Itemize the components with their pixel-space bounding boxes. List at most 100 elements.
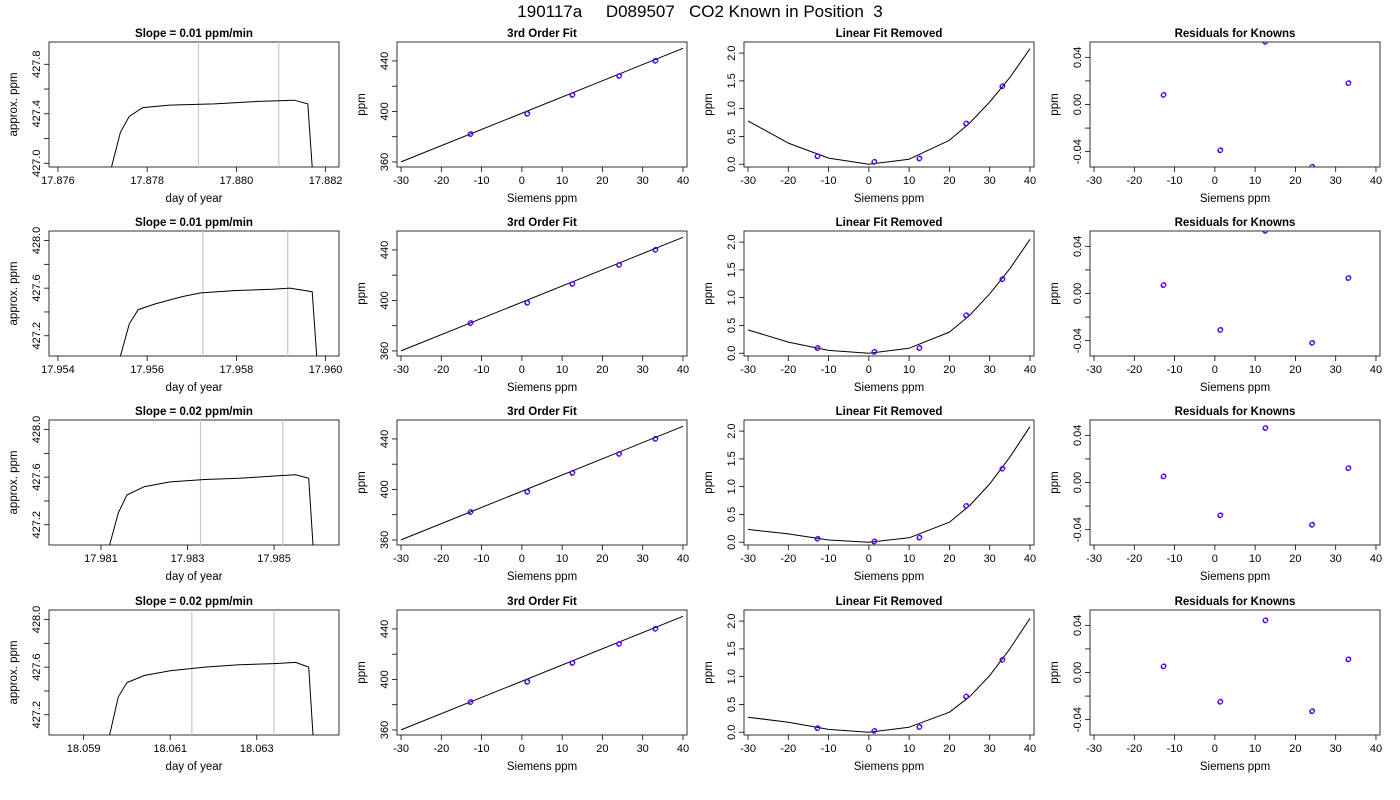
x-tick-label: -20 bbox=[433, 175, 449, 187]
y-axis-label: ppm bbox=[356, 661, 368, 683]
x-tick-label: 10 bbox=[556, 743, 568, 755]
x-tick-label: 17.954 bbox=[41, 364, 75, 376]
x-axis-label: Siemens ppm bbox=[854, 571, 924, 583]
plot-frame bbox=[743, 609, 1035, 736]
data-point bbox=[616, 73, 622, 79]
data-point-overlay bbox=[1263, 42, 1269, 44]
data-point bbox=[652, 626, 658, 632]
x-tick-label: 10 bbox=[903, 175, 915, 187]
x-tick-label: 40 bbox=[1024, 364, 1036, 376]
x-tick-label: 18.061 bbox=[153, 743, 187, 755]
fit-curve bbox=[747, 239, 1031, 354]
x-tick-label: 20 bbox=[943, 175, 955, 187]
chart-panel-16: Residuals for Knowns -30 -20 -10 0 10 20 30 40 Si… bbox=[1049, 596, 1382, 773]
x-tick-label: -20 bbox=[780, 175, 796, 187]
data-point bbox=[1309, 340, 1315, 346]
plot-frame bbox=[743, 230, 1035, 357]
data-point-overlay bbox=[963, 312, 970, 318]
x-tick-label: 30 bbox=[637, 553, 649, 565]
x-tick-label: 0 bbox=[1212, 743, 1218, 755]
plot-area bbox=[1160, 425, 1352, 528]
data-point-overlay bbox=[525, 110, 531, 116]
data-point-overlay bbox=[1309, 339, 1316, 346]
x-tick-label: 20 bbox=[596, 175, 608, 187]
data-point-overlay bbox=[917, 534, 923, 540]
x-tick-label: 0 bbox=[866, 175, 872, 187]
x-tick-label: -10 bbox=[1167, 743, 1183, 755]
y-tick-label: 427.4 bbox=[31, 100, 43, 128]
x-tick-label: -30 bbox=[393, 553, 409, 565]
y-tick-label: 427.8 bbox=[31, 51, 43, 79]
data-point bbox=[616, 262, 622, 268]
x-tick-label: -30 bbox=[1086, 743, 1102, 755]
x-tick-label: 17.985 bbox=[257, 553, 291, 565]
y-tick-label: 0.5 bbox=[726, 697, 738, 712]
data-point-overlay bbox=[1000, 656, 1006, 663]
x-tick-label: -30 bbox=[740, 364, 756, 376]
data-point bbox=[616, 451, 622, 457]
chart-panel-5: Slope = 0.01 ppm/min 17.954 17.956 17.958 17… bbox=[8, 217, 342, 394]
x-tick-label: -20 bbox=[1126, 175, 1142, 187]
y-axis-label: ppm bbox=[1049, 93, 1061, 115]
data-point-overlay bbox=[616, 72, 623, 79]
x-tick-label: 10 bbox=[1249, 743, 1261, 755]
x-tick-label: -20 bbox=[1126, 553, 1142, 565]
y-tick-label: 360 bbox=[379, 342, 391, 360]
plot-frame bbox=[396, 41, 688, 168]
chart-panel-1: Slope = 0.01 ppm/min 17.876 17.878 17.880 17… bbox=[8, 28, 342, 205]
x-tick-label: -30 bbox=[740, 553, 756, 565]
x-tick-label: -30 bbox=[740, 743, 756, 755]
data-point bbox=[1262, 42, 1268, 45]
data-point-overlay bbox=[872, 727, 878, 734]
plot-area bbox=[1160, 231, 1352, 346]
x-axis-label: Siemens ppm bbox=[507, 382, 577, 394]
x-tick-label: -30 bbox=[740, 175, 756, 187]
figure-title: 190117a D089507 CO2 Known in Position 3 bbox=[517, 2, 883, 21]
y-tick-label: 360 bbox=[379, 721, 391, 739]
data-point bbox=[467, 699, 474, 705]
x-tick-label: -10 bbox=[474, 553, 490, 565]
data-point-overlay bbox=[1346, 656, 1352, 662]
panel-title: Linear Fit Removed bbox=[836, 406, 943, 418]
y-tick-label: 1.5 bbox=[726, 641, 738, 656]
y-tick-label: 400 bbox=[379, 480, 391, 498]
data-point bbox=[1309, 522, 1315, 528]
x-tick-label: 17.880 bbox=[220, 175, 254, 187]
data-point bbox=[1345, 80, 1351, 86]
x-tick-label: -30 bbox=[393, 364, 409, 376]
panel-title: 3rd Order Fit bbox=[507, 406, 577, 418]
data-point bbox=[963, 312, 969, 319]
data-point-overlay bbox=[963, 120, 970, 126]
data-point bbox=[569, 92, 575, 98]
x-tick-label: -10 bbox=[1167, 175, 1183, 187]
data-point bbox=[999, 466, 1005, 472]
data-point bbox=[569, 281, 575, 287]
y-tick-label: 400 bbox=[379, 670, 391, 688]
data-point bbox=[999, 276, 1005, 283]
y-axis-label: ppm bbox=[356, 282, 368, 304]
plot-frame bbox=[396, 609, 688, 736]
x-axis-label: Siemens ppm bbox=[854, 193, 924, 205]
plot-area bbox=[747, 48, 1031, 165]
data-point-overlay bbox=[1263, 231, 1269, 233]
data-point-overlay bbox=[653, 435, 659, 441]
data-point bbox=[1217, 327, 1223, 333]
data-point-overlay bbox=[570, 469, 576, 476]
data-point-overlay bbox=[616, 450, 623, 457]
x-tick-label: -10 bbox=[1167, 553, 1183, 565]
data-point bbox=[871, 538, 877, 545]
data-point-overlay bbox=[616, 261, 623, 268]
data-point bbox=[871, 728, 877, 734]
x-tick-label: -10 bbox=[474, 743, 490, 755]
y-axis-label: ppm bbox=[356, 93, 368, 115]
x-tick-label: 20 bbox=[1289, 743, 1301, 755]
plot-area bbox=[400, 615, 684, 731]
y-tick-label: 440 bbox=[379, 620, 391, 638]
x-tick-label: 40 bbox=[1024, 553, 1036, 565]
data-point bbox=[1262, 617, 1268, 624]
data-point-overlay bbox=[1218, 147, 1224, 153]
fit-curve bbox=[747, 618, 1031, 733]
chart-panel-9: Slope = 0.02 ppm/min 17.981 17.983 17.985 da… bbox=[8, 406, 340, 583]
x-tick-label: 17.956 bbox=[130, 364, 164, 376]
